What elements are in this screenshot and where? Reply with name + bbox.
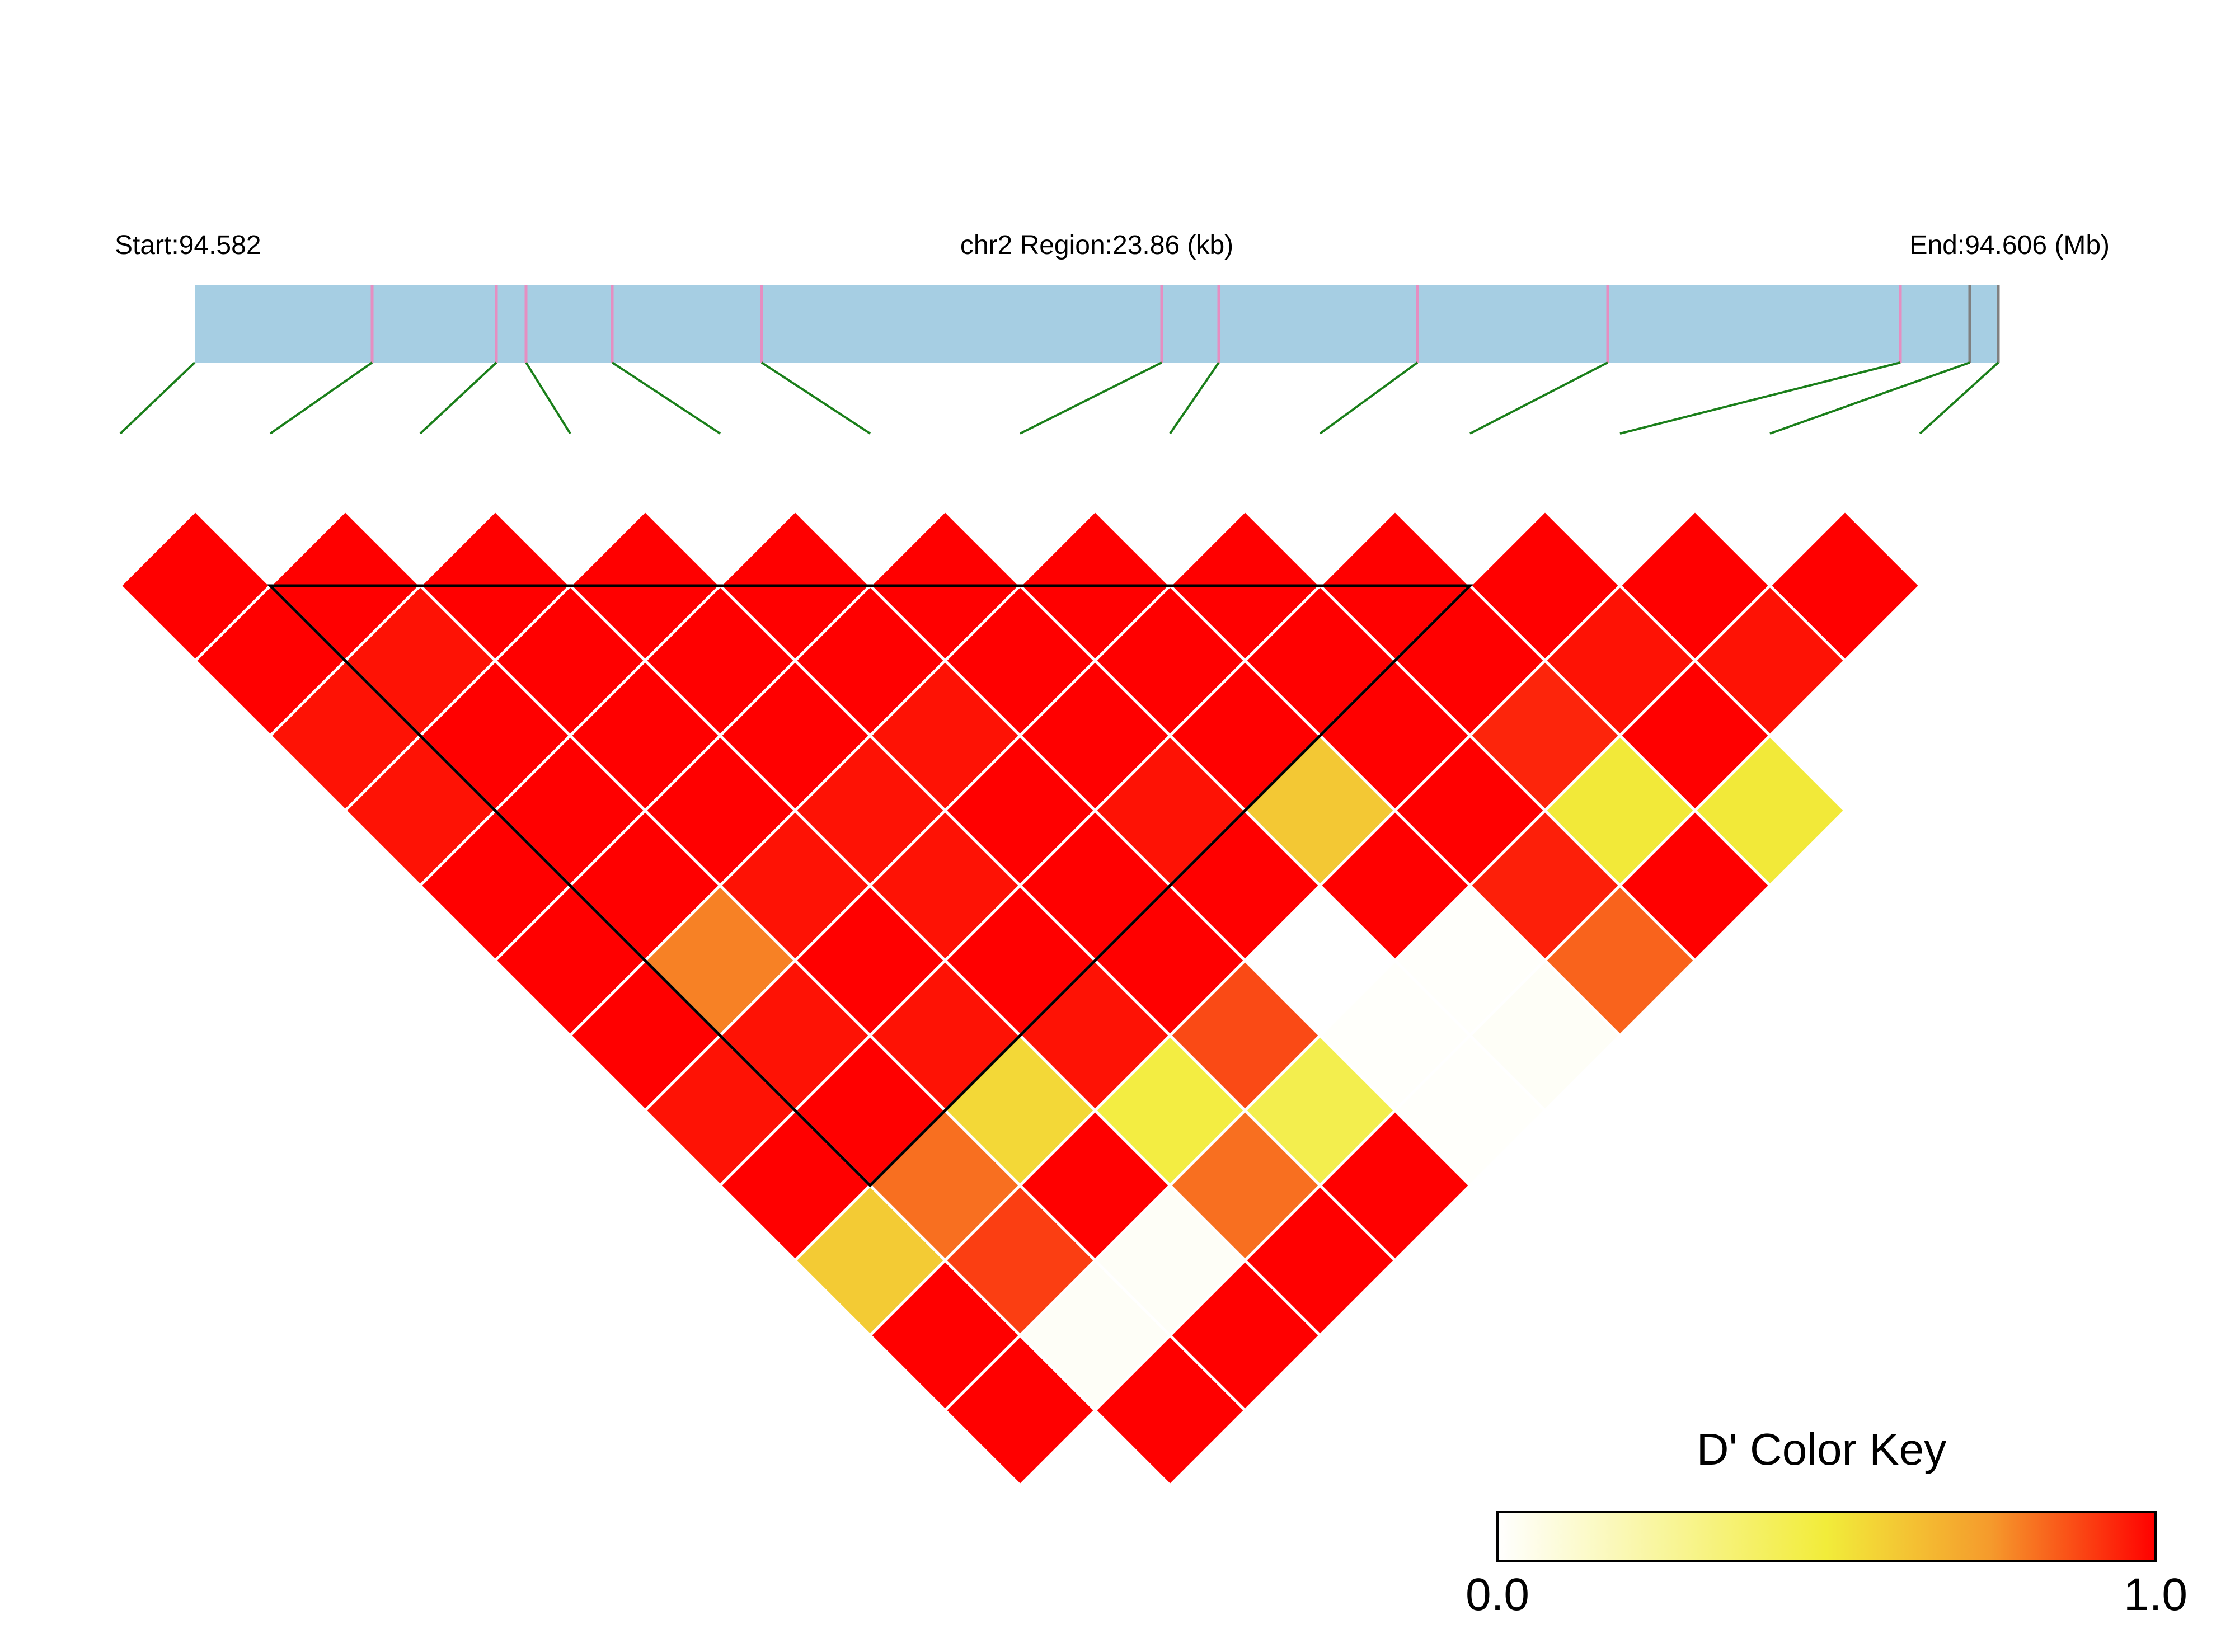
ld-cell — [1093, 1333, 1247, 1488]
snp-connectors — [119, 361, 1999, 435]
color-key: D' Color Key 0.0 1.0 — [1466, 1424, 2187, 1620]
snp-connector — [1769, 361, 1970, 435]
snp-connector — [269, 361, 373, 435]
snp-connector — [525, 361, 571, 435]
snp-connector — [1319, 361, 1419, 435]
snp-connector — [1619, 361, 1901, 435]
snp-connector — [419, 361, 497, 435]
snp-marks — [370, 285, 2000, 363]
color-key-bar — [1496, 1511, 2157, 1562]
color-key-title: D' Color Key — [1697, 1424, 1947, 1474]
start-label: Start:94.582 — [115, 230, 261, 260]
snp-connector — [1169, 361, 1220, 435]
color-key-max-label: 1.0 — [2124, 1569, 2187, 1620]
end-label: End:94.606 (Mb) — [1909, 230, 2110, 260]
genomic-track — [119, 285, 2000, 435]
snp-connector — [1020, 361, 1162, 435]
ld-cells — [118, 509, 1922, 1488]
ld-block-outline — [266, 584, 1474, 1188]
region-bar — [195, 285, 1998, 363]
snp-connector — [611, 361, 721, 435]
ld-cell — [943, 1333, 1097, 1488]
snp-connector — [1919, 361, 1999, 435]
ld-block-outlines — [266, 584, 1474, 1188]
color-key-min-label: 0.0 — [1466, 1569, 1529, 1620]
snp-connector — [1469, 361, 1608, 435]
snp-connector — [760, 361, 871, 435]
snp-connector — [119, 361, 196, 435]
region-label: chr2 Region:23.86 (kb) — [960, 230, 1233, 260]
